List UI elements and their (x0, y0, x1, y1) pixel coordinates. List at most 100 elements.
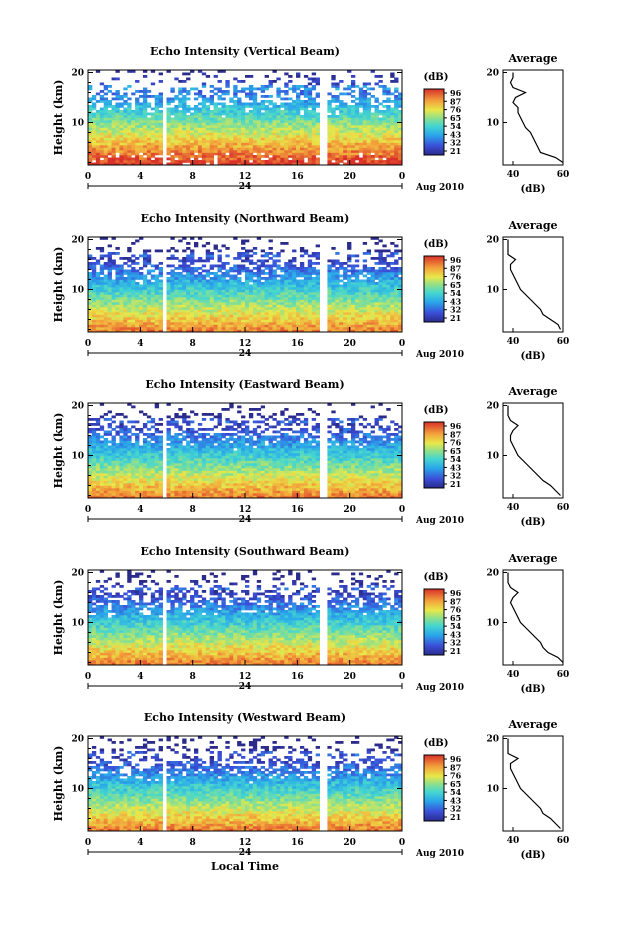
heatmap-cell (186, 72, 191, 76)
heatmap-cell (182, 80, 187, 83)
heatmap-cell (303, 162, 309, 166)
heatmap-cell (99, 115, 105, 118)
heatmap-cell (245, 257, 250, 260)
heatmap-cell (146, 480, 152, 484)
heatmap-cell (248, 292, 254, 295)
heatmap-cell (142, 135, 148, 138)
heatmap-cell (386, 274, 391, 278)
heatmap-cell (213, 120, 218, 123)
heatmap-cell (260, 87, 266, 91)
heatmap-cell (358, 162, 364, 166)
heatmap-cell (382, 122, 387, 126)
heatmap-cell (131, 130, 136, 133)
heatmap-cell (182, 284, 187, 288)
heatmap-cell (331, 264, 336, 268)
heatmap-cell (350, 120, 356, 123)
heatmap-cell (394, 307, 399, 310)
heatmap-cell (307, 120, 313, 123)
heatmap-cell (378, 495, 383, 499)
heatmap-cell (339, 329, 344, 333)
heatmap-cell (390, 120, 395, 123)
heatmap-cell (303, 155, 309, 158)
heatmap-cell (264, 85, 269, 88)
heatmap-cell (394, 132, 399, 136)
heatmap-cell (241, 127, 246, 131)
heatmap-cell (280, 485, 285, 489)
heatmap-cell (158, 147, 163, 151)
heatmap-cell (154, 102, 160, 106)
heatmap-cell (205, 127, 211, 131)
heatmap-cell (174, 289, 179, 293)
heatmap-cell (347, 145, 352, 148)
heatmap-cell (193, 312, 199, 315)
heatmap-cell (272, 259, 277, 263)
heatmap-cell (119, 160, 124, 163)
heatmap-cell (315, 92, 320, 96)
heatmap-cell (131, 322, 136, 325)
heatmap-cell (213, 135, 218, 138)
heatmap-cell (354, 102, 360, 106)
heatmap-cell (205, 105, 211, 108)
heatmap-cell (260, 272, 266, 275)
heatmap-cell (248, 135, 254, 138)
heatmap-cell (296, 495, 301, 499)
heatmap-cell (260, 95, 266, 98)
heatmap-cell (205, 272, 211, 275)
heatmap-cell (252, 282, 258, 285)
heatmap-cell (95, 480, 101, 484)
heatmap-cell (158, 262, 163, 265)
heatmap-cell (142, 317, 148, 320)
heatmap-cell (252, 87, 258, 91)
heatmap-cell (292, 480, 297, 484)
heatmap-cell (386, 117, 391, 121)
heatmap-cell (119, 314, 124, 318)
heatmap-cell (142, 107, 148, 111)
heatmap-cell (174, 155, 179, 158)
heatmap-cell (347, 264, 352, 268)
heatmap-cell (292, 112, 297, 116)
heatmap-cell (288, 324, 293, 328)
heatmap-cell (370, 112, 375, 116)
heatmap-cell (245, 277, 250, 280)
heatmap-cell (119, 282, 124, 285)
heatmap-cell (272, 485, 277, 489)
heatmap-cell (201, 324, 207, 328)
heatmap-cell (241, 90, 246, 93)
heatmap-cell (292, 309, 297, 313)
heatmap-cell (142, 257, 148, 260)
heatmap-cell (260, 294, 266, 298)
heatmap-cell (135, 277, 140, 280)
heatmap-cell (343, 480, 348, 484)
heatmap-cell (382, 322, 387, 325)
heatmap-cell (170, 122, 175, 126)
heatmap-cell (229, 307, 234, 310)
heatmap-cell (272, 80, 277, 83)
heatmap-cell (221, 495, 226, 499)
heatmap-cell (264, 485, 269, 489)
heatmap-cell (252, 302, 258, 305)
heatmap-cell (193, 485, 199, 489)
heatmap-cell (213, 142, 218, 146)
heatmap-cell (154, 152, 160, 156)
heatmap-cell (103, 122, 109, 126)
heatmap-cell (209, 120, 215, 123)
heatmap-cell (386, 294, 391, 298)
heatmap-cell (362, 100, 368, 103)
heatmap-cell (158, 102, 163, 106)
heatmap-cell (131, 137, 136, 141)
heatmap-cell (123, 307, 128, 310)
heatmap-cell (366, 314, 372, 318)
heatmap-cell (182, 483, 187, 486)
heatmap-cell (327, 274, 332, 278)
heatmap-cell (374, 324, 379, 328)
heatmap-cell (201, 485, 207, 489)
colorbar-tick-label: 32 (450, 138, 461, 148)
heatmap-cell (217, 152, 222, 156)
heatmap-cell (233, 137, 238, 141)
heatmap-cell (115, 314, 120, 318)
heatmap-cell (362, 155, 368, 158)
heatmap-cell (193, 97, 199, 101)
heatmap-cell (241, 107, 246, 111)
heatmap-cell (142, 490, 148, 494)
heatmap-cell (119, 312, 124, 315)
